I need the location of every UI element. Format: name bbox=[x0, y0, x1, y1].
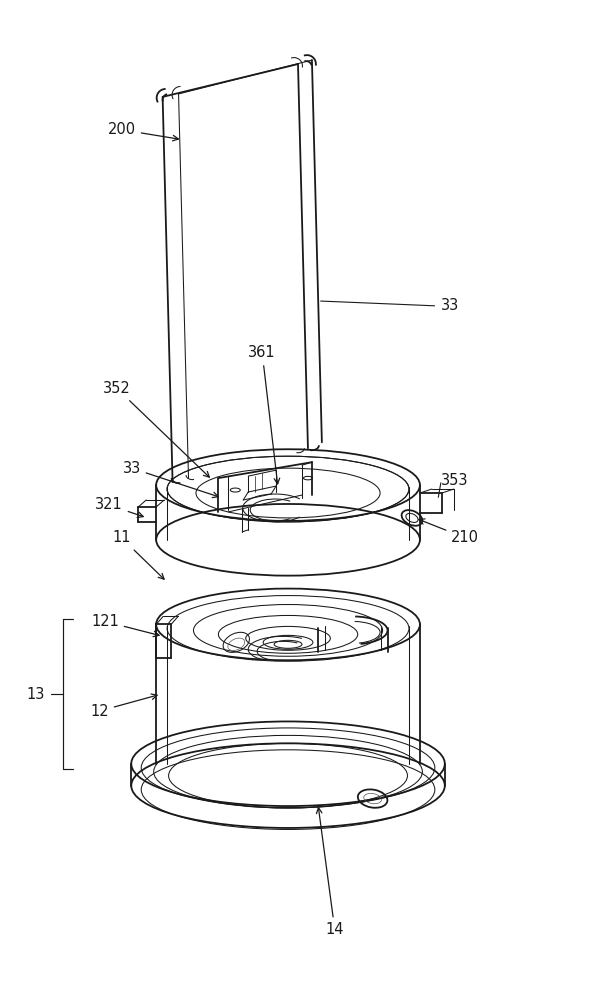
Text: 11: 11 bbox=[112, 530, 164, 579]
Text: 14: 14 bbox=[317, 808, 344, 937]
Text: 210: 210 bbox=[419, 519, 480, 545]
Text: 33: 33 bbox=[441, 298, 459, 313]
Text: 200: 200 bbox=[108, 122, 178, 141]
Text: 353: 353 bbox=[441, 473, 469, 488]
Text: 361: 361 bbox=[249, 345, 279, 484]
Text: 12: 12 bbox=[90, 694, 157, 719]
Text: 121: 121 bbox=[91, 614, 159, 637]
Text: 352: 352 bbox=[103, 381, 210, 477]
Text: 321: 321 bbox=[95, 497, 143, 517]
Text: 13: 13 bbox=[27, 687, 45, 702]
Text: 33: 33 bbox=[123, 461, 218, 498]
